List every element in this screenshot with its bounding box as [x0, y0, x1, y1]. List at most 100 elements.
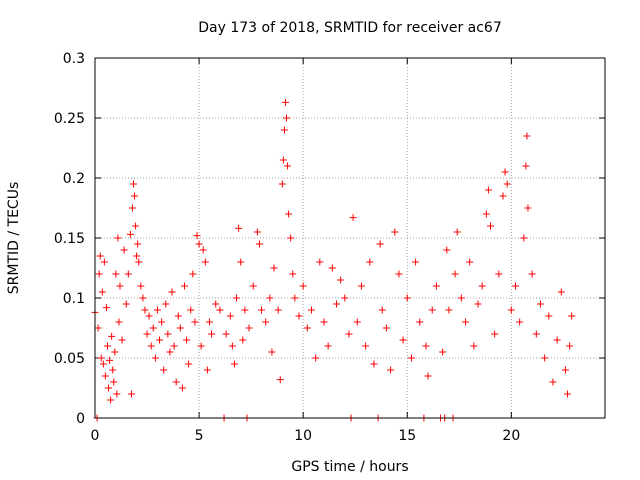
- data-point: [299, 282, 307, 290]
- data-point: [501, 168, 509, 176]
- data-point: [284, 162, 292, 170]
- data-point: [228, 342, 236, 350]
- data-point: [376, 240, 384, 248]
- data-point: [199, 246, 207, 254]
- data-point: [545, 312, 553, 320]
- data-point: [226, 312, 234, 320]
- data-point: [366, 258, 374, 266]
- data-point: [197, 342, 205, 350]
- data-point: [156, 336, 164, 344]
- data-point: [99, 360, 107, 368]
- data-point: [370, 360, 378, 368]
- x-tick-label: 20: [502, 428, 520, 444]
- y-tick-label: 0.2: [63, 171, 85, 187]
- data-point: [132, 222, 140, 230]
- data-point: [205, 318, 213, 326]
- data-point: [147, 342, 155, 350]
- data-point: [143, 330, 151, 338]
- y-tick-label: 0.1: [63, 291, 85, 307]
- data-point: [564, 390, 572, 398]
- data-point: [270, 264, 278, 272]
- data-point: [520, 234, 528, 242]
- y-tick-label: 0.05: [54, 351, 85, 367]
- data-point: [101, 372, 109, 380]
- data-point: [94, 324, 102, 332]
- data-point: [382, 324, 390, 332]
- data-point: [495, 270, 503, 278]
- data-point: [106, 356, 114, 364]
- data-point: [549, 378, 557, 386]
- data-point: [137, 282, 145, 290]
- data-point: [178, 384, 186, 392]
- data-point: [528, 270, 536, 278]
- data-point: [176, 324, 184, 332]
- data-point: [316, 258, 324, 266]
- data-point: [181, 282, 189, 290]
- data-point: [445, 306, 453, 314]
- data-point: [109, 366, 117, 374]
- data-point: [107, 396, 115, 404]
- data-point: [474, 300, 482, 308]
- data-point: [168, 288, 176, 296]
- data-point: [541, 354, 549, 362]
- plot-area-border: [94, 57, 606, 419]
- data-point: [353, 318, 361, 326]
- data-point: [139, 294, 147, 302]
- data-point: [208, 330, 216, 338]
- data-point: [127, 390, 135, 398]
- data-point: [487, 222, 495, 230]
- data-point: [428, 306, 436, 314]
- data-point: [349, 214, 357, 222]
- y-tick-label: 0: [76, 411, 85, 427]
- x-tick-label: 10: [294, 428, 312, 444]
- data-point: [345, 330, 353, 338]
- data-point: [291, 294, 299, 302]
- data-point: [114, 234, 122, 242]
- data-point: [120, 246, 128, 254]
- data-point: [189, 270, 197, 278]
- data-point: [235, 224, 243, 232]
- data-point: [195, 240, 203, 248]
- data-point: [249, 282, 257, 290]
- data-point: [516, 318, 524, 326]
- y-tick-label: 0.25: [54, 111, 85, 127]
- data-point: [237, 258, 245, 266]
- data-point: [212, 300, 220, 308]
- data-point: [511, 282, 519, 290]
- data-point: [280, 126, 288, 134]
- data-point: [103, 342, 111, 350]
- data-point: [362, 342, 370, 350]
- data-point: [462, 318, 470, 326]
- data-point: [357, 282, 365, 290]
- data-point: [96, 252, 104, 260]
- data-point: [262, 318, 270, 326]
- data-point: [568, 312, 576, 320]
- data-point: [131, 192, 139, 200]
- data-point: [287, 234, 295, 242]
- data-point: [135, 258, 143, 266]
- data-point: [130, 180, 138, 188]
- data-point: [536, 300, 544, 308]
- data-point: [553, 336, 561, 344]
- data-point: [279, 156, 287, 164]
- data-point: [160, 366, 168, 374]
- data-point: [105, 384, 113, 392]
- data-point: [266, 294, 274, 302]
- data-point: [274, 306, 282, 314]
- data-point: [482, 210, 490, 218]
- axis-ticks: 0 0.05 0.1 0.15 0.2 0.25 0.3 0 5 10 15 20: [54, 51, 605, 444]
- data-point: [391, 228, 399, 236]
- data-point: [278, 180, 286, 188]
- x-axis-label: GPS time / hours: [291, 459, 408, 475]
- data-point: [115, 318, 123, 326]
- data-point: [484, 186, 492, 194]
- data-point: [191, 318, 199, 326]
- data-point: [457, 294, 465, 302]
- data-point: [532, 330, 540, 338]
- data-point: [289, 270, 297, 278]
- data-point: [128, 204, 136, 212]
- data-points: [91, 98, 576, 422]
- data-point: [281, 98, 289, 106]
- data-point: [566, 342, 574, 350]
